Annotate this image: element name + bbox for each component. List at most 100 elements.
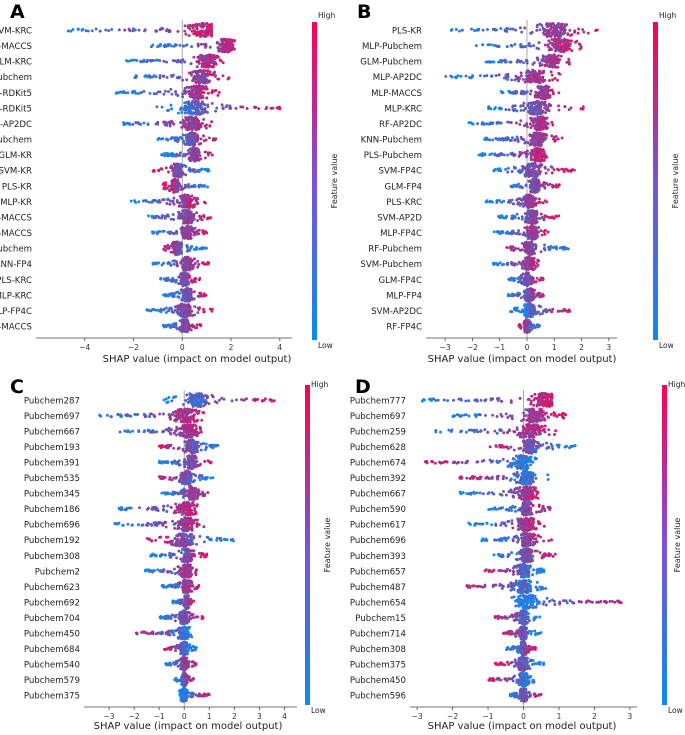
shap-point: [179, 60, 183, 64]
shap-point: [187, 327, 191, 331]
shap-point: [228, 44, 232, 47]
shap-point: [541, 26, 545, 30]
shap-point: [547, 39, 551, 43]
shap-point: [157, 230, 160, 234]
shap-point: [186, 273, 190, 276]
shap-point: [548, 182, 552, 186]
shap-point: [525, 90, 529, 94]
shap-point: [577, 27, 581, 31]
shap-point: [195, 202, 199, 206]
shap-point: [492, 60, 496, 64]
shap-point: [458, 29, 461, 33]
shap-point: [84, 29, 88, 33]
shap-point: [543, 59, 547, 63]
shap-point: [497, 137, 501, 141]
shap-point: [177, 282, 181, 286]
shap-point: [559, 54, 563, 58]
shap-point: [476, 28, 480, 32]
shap-point: [519, 104, 523, 108]
shap-point: [548, 46, 552, 50]
shap-point: [506, 153, 509, 157]
shap-point: [185, 127, 189, 131]
shap-point: [155, 105, 159, 109]
shap-point: [188, 115, 191, 119]
shap-point: [518, 150, 522, 154]
shap-point: [269, 106, 273, 110]
shap-point: [192, 290, 196, 294]
shap-point: [193, 159, 197, 163]
shap-point: [81, 27, 85, 31]
shap-point: [163, 45, 167, 49]
shap-point: [529, 172, 533, 176]
shap-point: [549, 24, 553, 28]
shap-point: [520, 217, 524, 221]
shap-point: [194, 76, 197, 80]
shap-point: [205, 168, 209, 172]
shap-point: [169, 230, 173, 234]
shap-point: [486, 122, 490, 126]
shap-point: [510, 138, 513, 142]
shap-point: [552, 168, 556, 172]
shap-point: [202, 30, 206, 33]
shap-point: [543, 186, 547, 190]
shap-point: [202, 102, 206, 106]
shap-point: [178, 319, 182, 323]
shap-point: [541, 127, 545, 131]
shap-point: [532, 143, 536, 146]
x-tick-label: 2: [229, 343, 234, 352]
shap-point: [581, 28, 585, 31]
shap-point: [192, 147, 196, 151]
shap-point: [177, 188, 181, 191]
shap-point: [196, 259, 200, 263]
shap-point: [197, 110, 201, 113]
shap-point: [557, 214, 561, 218]
shap-point: [218, 49, 222, 53]
shap-point: [517, 154, 521, 158]
shap-point: [489, 107, 493, 111]
shap-point: [202, 117, 206, 121]
shap-point: [198, 323, 202, 327]
shap-point: [546, 108, 549, 112]
shap-point: [178, 328, 182, 332]
shap-point: [190, 24, 193, 28]
shap-point: [573, 29, 577, 33]
shap-point: [531, 195, 535, 199]
shap-point: [203, 150, 207, 154]
shap-point: [168, 199, 172, 203]
shap-point: [547, 53, 551, 57]
shap-point: [524, 220, 528, 224]
shap-point: [195, 157, 199, 161]
panel-a: A SVM-KRCMLP-MACCSGLM-KRCKNN-PubchemRF-R…: [0, 1, 339, 365]
shap-point: [507, 120, 511, 124]
shap-point: [146, 58, 150, 62]
shap-point: [163, 187, 167, 191]
shap-point: [464, 74, 468, 78]
feature-label: MLP-KRC: [0, 291, 32, 301]
shap-point: [170, 188, 174, 192]
shap-point: [181, 205, 185, 209]
shap-point: [173, 43, 177, 47]
shap-point: [533, 109, 537, 113]
shap-point: [199, 87, 203, 91]
shap-point: [545, 33, 549, 37]
shap-point: [542, 69, 546, 73]
shap-point: [516, 139, 520, 143]
shap-point: [511, 185, 514, 189]
shap-point: [199, 77, 203, 81]
shap-point: [535, 28, 539, 32]
shap-point: [205, 58, 209, 62]
shap-point: [219, 37, 223, 41]
shap-point: [570, 49, 574, 53]
shap-point: [485, 199, 489, 203]
shap-point: [145, 199, 148, 203]
feature-label: MLP-RDKit5: [0, 104, 32, 114]
shap-point: [170, 92, 174, 96]
shap-point: [196, 78, 200, 82]
shap-point: [502, 199, 506, 203]
shap-point: [176, 247, 179, 251]
shap-point: [165, 75, 169, 79]
shap-point: [552, 26, 556, 30]
shap-point: [176, 309, 180, 312]
shap-point: [541, 88, 544, 92]
shap-point: [522, 101, 526, 105]
